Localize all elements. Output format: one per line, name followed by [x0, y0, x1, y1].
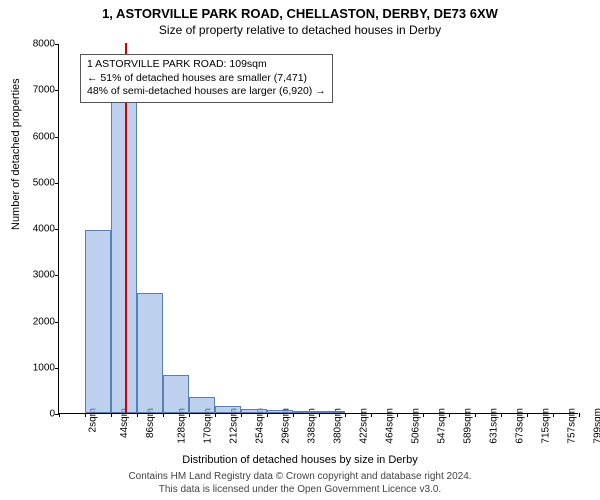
info-line-2: ← 51% of detached houses are smaller (7,…: [87, 72, 326, 86]
x-tick-label: 464sqm: [385, 408, 396, 444]
histogram-bar: [163, 375, 189, 413]
x-tick-label: 380sqm: [333, 408, 344, 444]
y-tick-mark: [55, 137, 59, 138]
y-tick-label: 5000: [21, 177, 55, 188]
x-tick-mark: [553, 413, 554, 417]
y-tick-label: 6000: [21, 131, 55, 142]
x-tick-mark: [85, 413, 86, 417]
y-tick-mark: [55, 368, 59, 369]
x-tick-mark: [111, 413, 112, 417]
x-tick-label: 757sqm: [567, 408, 578, 444]
x-tick-mark: [423, 413, 424, 417]
x-tick-label: 673sqm: [514, 408, 525, 444]
chart-title-main: 1, ASTORVILLE PARK ROAD, CHELLASTON, DER…: [0, 0, 600, 21]
x-tick-mark: [371, 413, 372, 417]
y-tick-label: 4000: [21, 224, 55, 235]
x-tick-label: 128sqm: [177, 408, 188, 444]
x-tick-label: 254sqm: [255, 408, 266, 444]
histogram-bar: [293, 411, 319, 413]
y-tick-mark: [55, 90, 59, 91]
x-tick-mark: [579, 413, 580, 417]
y-tick-mark: [55, 229, 59, 230]
x-tick-mark: [449, 413, 450, 417]
histogram-bar: [137, 293, 163, 413]
footer-credits: Contains HM Land Registry data © Crown c…: [0, 471, 600, 496]
y-tick-label: 1000: [21, 362, 55, 373]
y-tick-mark: [55, 275, 59, 276]
y-tick-label: 3000: [21, 270, 55, 281]
x-tick-mark: [345, 413, 346, 417]
x-tick-label: 715sqm: [540, 408, 551, 444]
y-axis-label: Number of detached properties: [10, 78, 22, 230]
x-tick-label: 799sqm: [593, 408, 600, 444]
x-tick-mark: [267, 413, 268, 417]
x-tick-mark: [241, 413, 242, 417]
x-tick-label: 589sqm: [462, 408, 473, 444]
y-tick-mark: [55, 322, 59, 323]
histogram-bar: [189, 397, 215, 413]
histogram-bar: [241, 409, 267, 413]
x-tick-mark: [189, 413, 190, 417]
histogram-bar: [111, 99, 137, 414]
y-tick-mark: [55, 183, 59, 184]
footer-line-2: This data is licensed under the Open Gov…: [0, 484, 600, 497]
x-tick-label: 422sqm: [359, 408, 370, 444]
x-tick-mark: [137, 413, 138, 417]
info-line-3: 48% of semi-detached houses are larger (…: [87, 85, 326, 99]
x-tick-mark: [397, 413, 398, 417]
chart-title-sub: Size of property relative to detached ho…: [0, 21, 600, 37]
x-tick-mark: [163, 413, 164, 417]
y-tick-mark: [55, 44, 59, 45]
x-tick-mark: [475, 413, 476, 417]
y-tick-label: 0: [21, 409, 55, 420]
y-tick-label: 7000: [21, 85, 55, 96]
x-tick-label: 170sqm: [203, 408, 214, 444]
x-tick-mark: [215, 413, 216, 417]
x-tick-label: 547sqm: [436, 408, 447, 444]
x-tick-mark: [527, 413, 528, 417]
x-tick-mark: [293, 413, 294, 417]
property-info-box: 1 ASTORVILLE PARK ROAD: 109sqm ← 51% of …: [80, 54, 333, 103]
x-tick-mark: [59, 413, 60, 417]
histogram-bar: [215, 406, 241, 413]
y-tick-label: 2000: [21, 316, 55, 327]
x-axis-label: Distribution of detached houses by size …: [0, 454, 600, 466]
x-tick-label: 506sqm: [411, 408, 422, 444]
x-tick-label: 631sqm: [488, 408, 499, 444]
x-tick-mark: [501, 413, 502, 417]
footer-line-1: Contains HM Land Registry data © Crown c…: [0, 471, 600, 484]
x-tick-label: 212sqm: [229, 408, 240, 444]
x-tick-label: 338sqm: [307, 408, 318, 444]
histogram-bar: [319, 411, 345, 413]
x-tick-label: 296sqm: [281, 408, 292, 444]
info-line-1: 1 ASTORVILLE PARK ROAD: 109sqm: [87, 58, 326, 72]
x-tick-mark: [319, 413, 320, 417]
y-tick-label: 8000: [21, 39, 55, 50]
histogram-bar: [267, 410, 293, 413]
histogram-bar: [85, 230, 111, 413]
